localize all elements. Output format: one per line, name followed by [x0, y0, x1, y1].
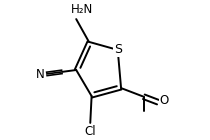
Text: H₂N: H₂N: [70, 3, 93, 16]
Text: S: S: [114, 43, 122, 56]
Text: Cl: Cl: [84, 125, 96, 138]
Text: N: N: [36, 67, 45, 80]
Text: O: O: [159, 94, 168, 107]
